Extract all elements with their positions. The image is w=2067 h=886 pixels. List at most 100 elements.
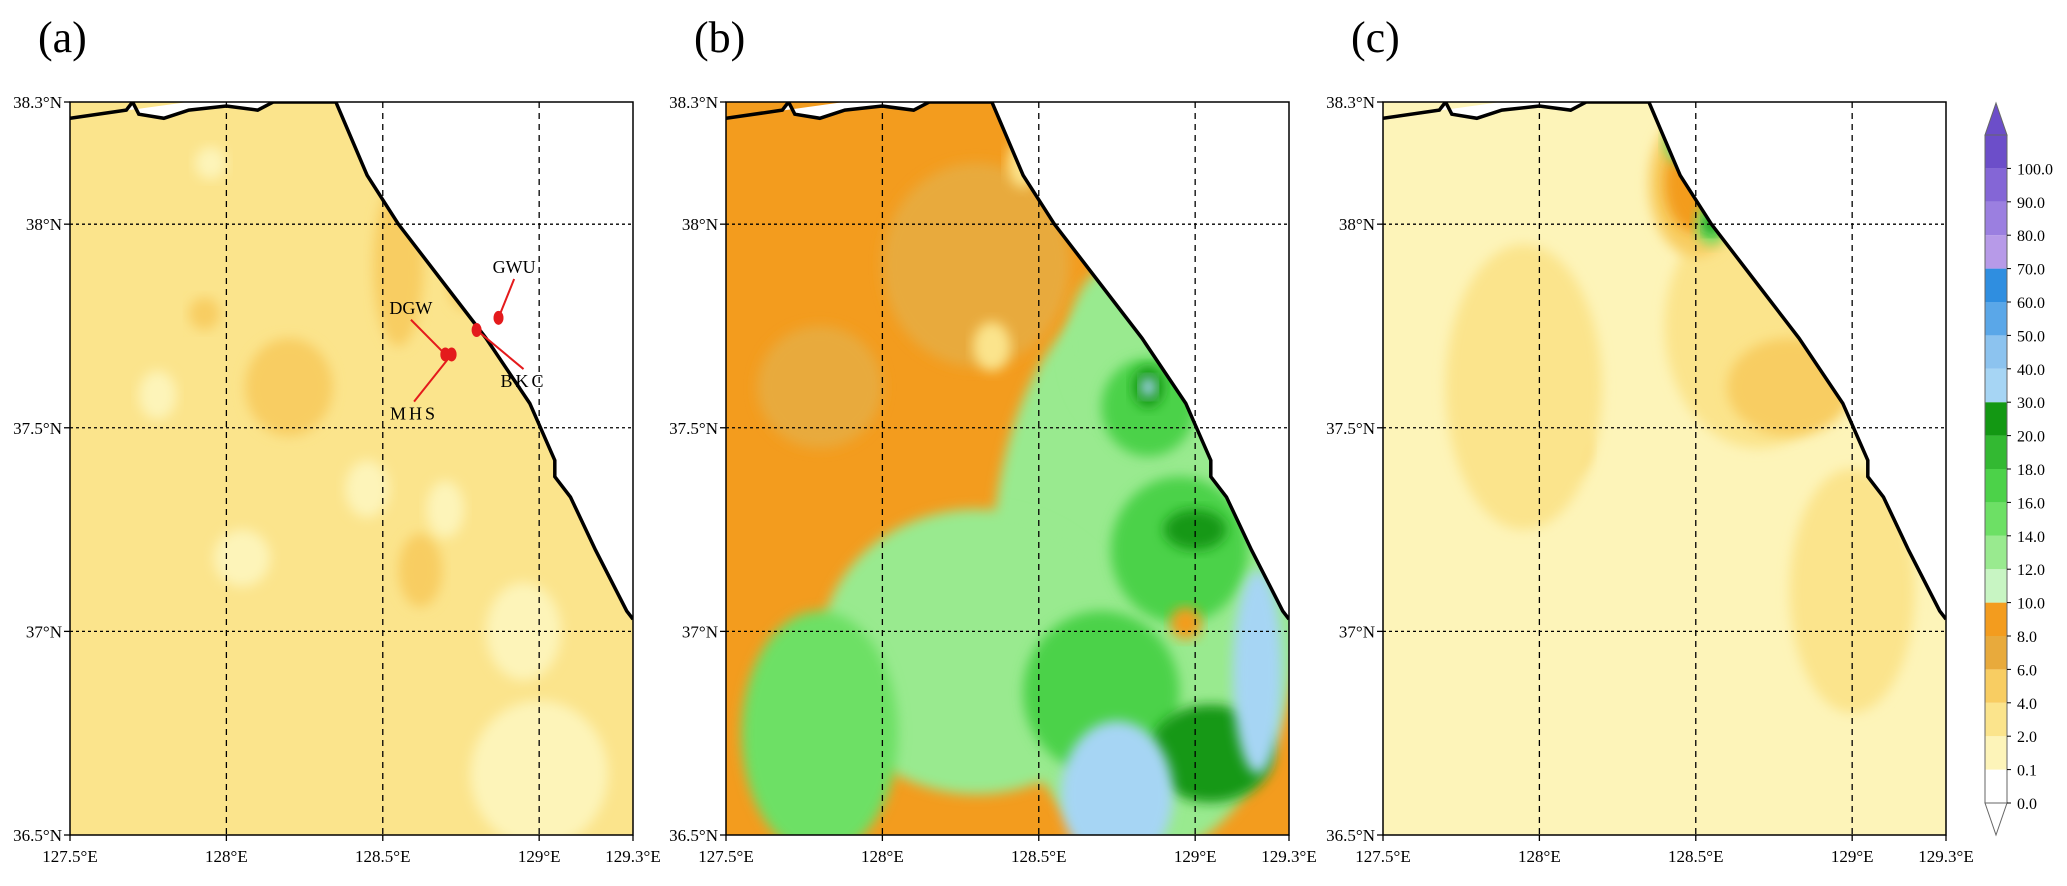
colorbar-swatch [1985,201,2007,236]
x-tick-label: 128°E [1518,847,1561,866]
x-tick-label: 129.3°E [1261,847,1316,866]
station-leader [497,278,516,319]
colorbar-tick-label: 30.0 [2017,395,2045,412]
sea-c [1383,102,1946,620]
x-tick-label: 128°E [861,847,904,866]
colorbar-swatch [1985,135,2007,169]
field-blob [426,480,465,538]
colorbar-swatch [1985,769,2007,803]
colorbar-tick-label: 0.1 [2017,763,2037,780]
field-blob [1140,376,1157,398]
axis-ticks-a: 127.5°E 128°E 128.5°E 129°E 129.3°E 38.3°N 38°… [13,93,661,866]
colorbar-tick-label: 70.0 [2017,262,2045,279]
y-tick-label: 37°N [1339,622,1375,641]
field-blob [1445,244,1602,530]
station-label: BKC [501,371,547,391]
colorbar-swatch [1985,168,2007,202]
panel-b: (b) 127.5°E 128°E 128.5°E 129°E 129.3°E 38.3°… [669,13,1317,866]
colorbar-extend-min [1984,802,2008,837]
colorbar-swatch [1985,368,2007,403]
y-tick-label: 36.5°N [669,826,718,845]
colorbar-tick-label: 80.0 [2017,228,2045,245]
colorbar-tick-label: 4.0 [2017,696,2037,713]
panel-label-c: (c) [1351,13,1400,62]
field-blob [1163,509,1227,550]
field-blob [1170,606,1202,640]
field-blob [973,321,1011,371]
station-leader [475,329,525,370]
y-tick-label: 38.3°N [13,93,62,112]
colorbar-swatch [1985,669,2007,703]
panel-label-a: (a) [38,13,87,62]
panel-a: (a) GWU DGW BKC MHS 127.5°E 128°E 128.5°E 129°… [13,13,661,866]
colorbar-swatch [1985,302,2007,336]
colorbar-swatch [1985,502,2007,536]
gridlines-c [1383,102,1946,835]
colorbar-swatch [1985,702,2007,737]
colorbar-tick-label: 16.0 [2017,495,2045,512]
colorbar-swatch [1985,736,2007,770]
panel-label-b: (b) [694,13,745,62]
field-blob [1232,570,1283,774]
field-blob [485,582,562,681]
colorbar-tick-label: 18.0 [2017,462,2045,479]
colorbar-swatch [1985,602,2007,636]
colorbar-tick-label: 2.0 [2017,729,2037,746]
colorbar-tick-label: 100.0 [2017,161,2053,178]
colorbar-tick-label: 12.0 [2017,562,2045,579]
x-tick-label: 128.5°E [1668,847,1723,866]
y-tick-label: 38°N [1339,215,1375,234]
x-tick-label: 129.3°E [605,847,660,866]
station-label: DGW [389,298,432,318]
x-tick-label: 129°E [518,847,561,866]
plot-frame-c [1382,101,1947,836]
sea-a [70,102,633,620]
x-tick-label: 128°E [205,847,248,866]
y-tick-label: 37.5°N [669,419,718,438]
axis-ticks-b: 127.5°E 128°E 128.5°E 129°E 129.3°E 38.3°N 38°… [669,93,1317,866]
plot-frame-b [725,101,1290,836]
colorbar-swatch [1985,268,2007,302]
x-tick-label: 128.5°E [1011,847,1066,866]
coastline-a [70,102,633,621]
colorbar-tick-label: 14.0 [2017,529,2045,546]
y-tick-label: 37°N [682,622,718,641]
stations-a: GWU DGW BKC MHS [389,257,547,424]
colorbar-swatch [1985,435,2007,469]
x-tick-label: 129°E [1831,847,1874,866]
station-label: GWU [493,257,536,277]
colorbar-swatch [1985,535,2007,570]
colorbar: 0.0 0.1 2.0 4.0 6.0 8.0 10.0 12.0 14.0 16.0 18.0 20… [1984,101,2053,837]
station-leader [413,353,453,403]
y-tick-label: 38.3°N [669,93,718,112]
x-tick-label: 127.5°E [42,847,97,866]
x-tick-label: 128.5°E [355,847,410,866]
coastline-b [726,102,1289,621]
colorbar-swatch [1985,402,2007,436]
field-blob [882,163,1071,367]
colorbar-tick-label: 10.0 [2017,596,2045,613]
gridlines-b [726,102,1289,835]
colorbar-swatch [1985,235,2007,269]
station-marker [471,323,482,338]
colorbar-tick-label: 20.0 [2017,429,2045,446]
sea-b [726,102,1289,620]
colorbar-tick-label: 8.0 [2017,629,2037,646]
y-tick-label: 36.5°N [1326,826,1375,845]
field-blob [213,529,271,587]
y-tick-label: 36.5°N [13,826,62,845]
gridlines-a [70,102,633,835]
colorbar-tick-label: 6.0 [2017,662,2037,679]
y-tick-label: 38°N [26,215,62,234]
colorbar-swatch [1985,569,2007,603]
colorbar-tick-label: 60.0 [2017,295,2045,312]
colorbar-extend-max [1984,101,2008,136]
field-blob [398,533,443,607]
plot-frame-a [69,101,634,836]
field-blob [138,370,177,420]
field-blob [188,297,221,331]
station-label: MHS [390,404,438,424]
y-tick-label: 38.3°N [1326,93,1375,112]
field-blob [195,146,227,180]
